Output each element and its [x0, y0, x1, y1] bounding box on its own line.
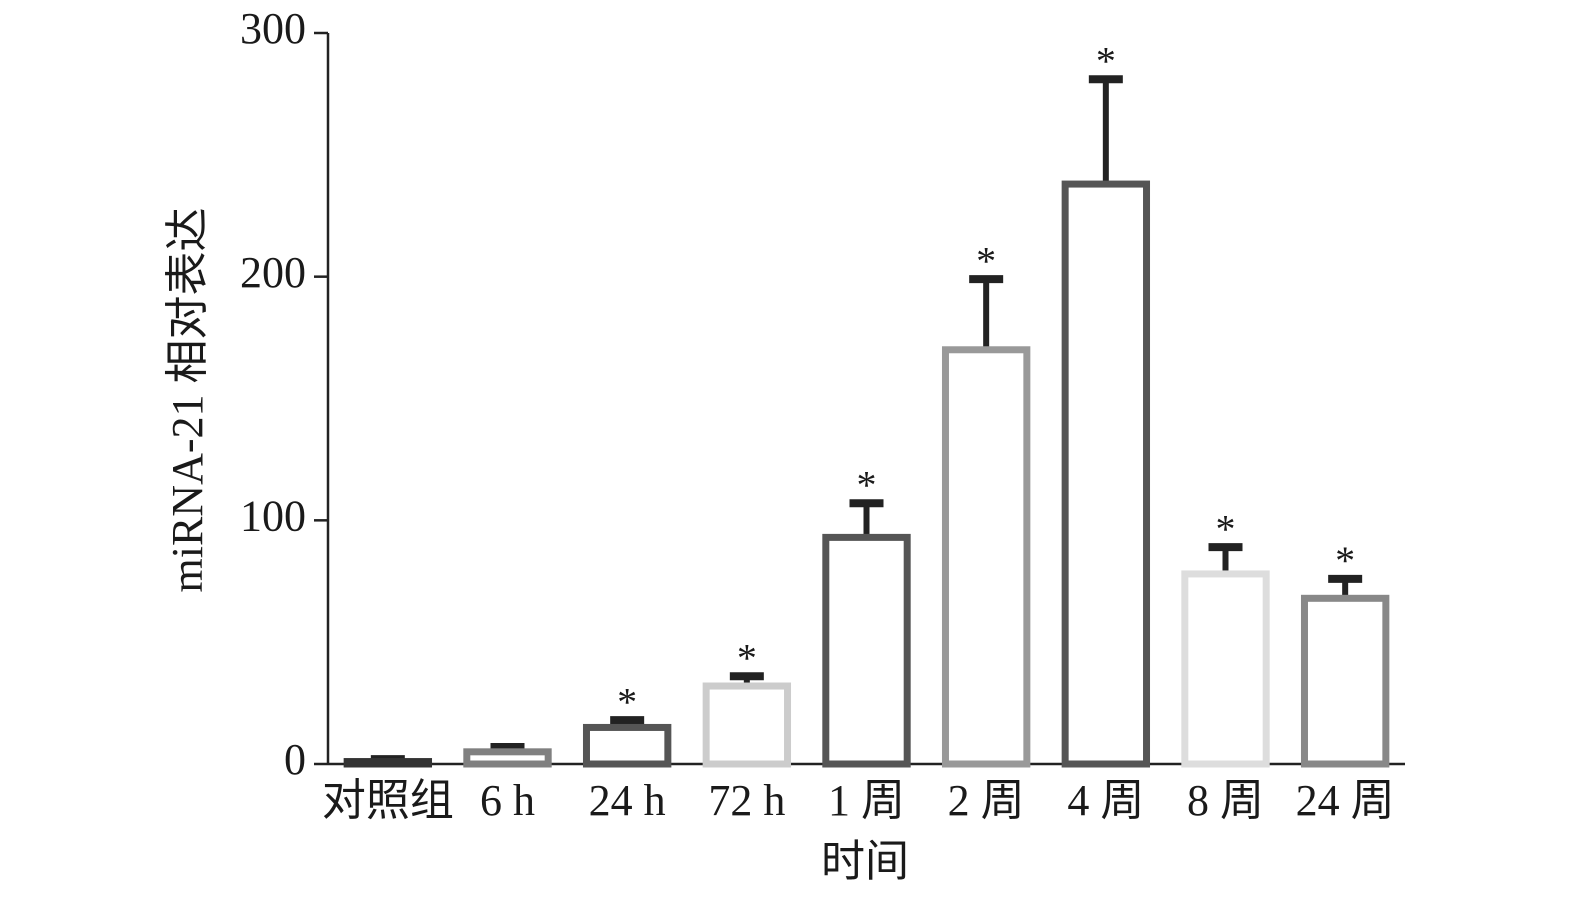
- x-tick-label: 24 周: [1296, 776, 1395, 825]
- y-axis-title: miRNA-21 相对表达: [163, 208, 212, 593]
- x-axis-title: 时间: [821, 837, 909, 886]
- y-tick-label: 300: [240, 4, 306, 53]
- bar: [582, 723, 672, 768]
- bar: [1181, 570, 1270, 768]
- bar: [463, 748, 552, 768]
- x-tick-label: 4 周: [1067, 776, 1144, 825]
- x-tick-label: 72 h: [708, 776, 785, 825]
- significance-label: *: [1335, 538, 1355, 583]
- y-tick-label: 0: [284, 735, 306, 784]
- significance-label: *: [857, 462, 877, 507]
- y-tick-label: 100: [240, 491, 306, 540]
- x-tick-label: 2 周: [948, 776, 1025, 825]
- bar: [822, 533, 911, 768]
- x-tick-label: 1 周: [828, 776, 905, 825]
- x-tick-label: 24 h: [589, 776, 666, 825]
- significance-label: *: [976, 238, 996, 283]
- significance-label: *: [737, 635, 757, 680]
- significance-label: *: [1096, 38, 1116, 83]
- bar: [702, 682, 792, 768]
- bar: [1061, 180, 1151, 768]
- bar: [1300, 594, 1390, 768]
- x-tick-label: 6 h: [480, 776, 535, 825]
- bar: [343, 758, 433, 768]
- y-tick-label: 200: [240, 248, 306, 297]
- significance-label: *: [1216, 506, 1236, 551]
- x-tick-label: 8 周: [1187, 776, 1264, 825]
- significance-label: *: [617, 679, 637, 724]
- bar: [941, 346, 1031, 768]
- x-tick-label: 对照组: [322, 776, 454, 825]
